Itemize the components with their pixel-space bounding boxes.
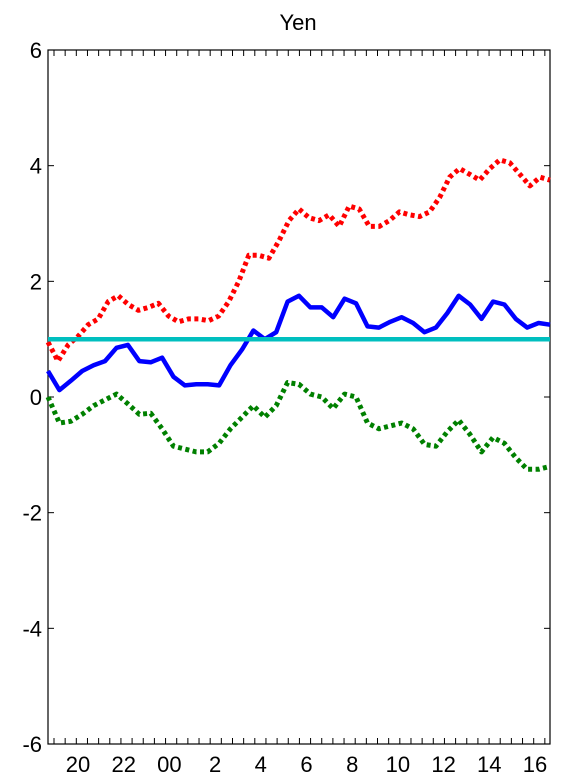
x-tick-label: 10 <box>386 752 410 777</box>
y-tick-label: 6 <box>30 38 42 63</box>
y-tick-label: 0 <box>30 385 42 410</box>
x-tick-label: 6 <box>300 752 312 777</box>
series-line-3 <box>45 380 551 472</box>
series-layer <box>45 157 551 472</box>
plot-area-frame <box>47 49 551 745</box>
series-line-0 <box>45 157 551 364</box>
y-tick-label: -2 <box>22 501 42 526</box>
x-tick-label: 14 <box>477 752 501 777</box>
y-tick-label: 4 <box>30 154 42 179</box>
y-axis: -6 -4 -2 0 2 4 6 <box>22 38 550 757</box>
x-tick-label: 20 <box>66 752 90 777</box>
chart-title: Yen <box>279 10 316 35</box>
x-tick-label: 12 <box>431 752 455 777</box>
x-tick-label: 8 <box>346 752 358 777</box>
x-tick-label: 00 <box>157 752 181 777</box>
y-tick-label: -6 <box>22 732 42 757</box>
x-tick-label: 4 <box>255 752 267 777</box>
x-tick-label: 16 <box>523 752 547 777</box>
x-tick-label: 2 <box>209 752 221 777</box>
y-tick-label: 2 <box>30 269 42 294</box>
x-axis: 20 22 00 2 4 6 8 10 12 14 16 <box>53 50 547 777</box>
y-tick-label: -4 <box>22 616 42 641</box>
x-tick-label: 22 <box>111 752 135 777</box>
series-line-1 <box>46 293 551 393</box>
